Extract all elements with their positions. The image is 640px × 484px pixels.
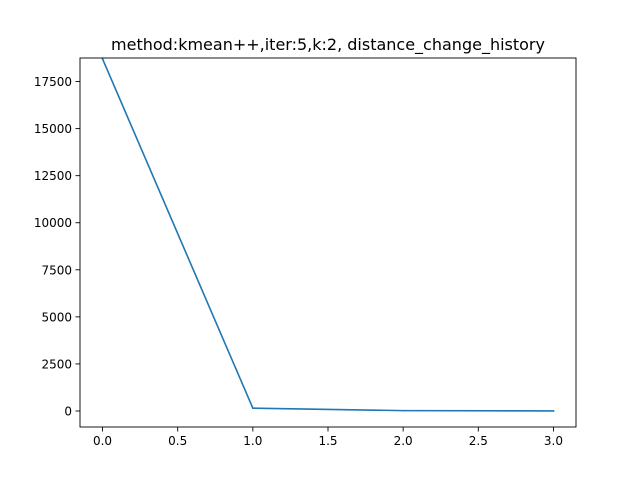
- x-tick-label: 0.5: [168, 434, 187, 448]
- data-point: [101, 58, 104, 60]
- plot-area: 0.0 0.5 1.0 1.5 2.0 2.5 3.0 0 2500 5000 7500 10000 1…: [34, 57, 577, 448]
- data-point: [402, 409, 404, 412]
- y-tick-label: 0: [64, 404, 72, 418]
- data-point: [552, 410, 555, 412]
- x-tick-label: 0.0: [93, 434, 112, 448]
- x-tick-label: 3.0: [544, 434, 563, 448]
- chart-title: method:kmean++,iter:5,k:2, distance_chan…: [111, 35, 545, 55]
- y-tick-label: 7500: [41, 263, 72, 277]
- series-line-0: [101, 57, 555, 412]
- y-tick-label: 5000: [41, 310, 72, 324]
- data-point: [252, 407, 254, 409]
- x-tick-label: 2.5: [469, 434, 488, 448]
- x-tick-label: 1.0: [243, 434, 262, 448]
- y-tick-label: 15000: [34, 122, 72, 136]
- x-tick-label: 2.0: [394, 434, 413, 448]
- x-tick-label: 1.5: [318, 434, 337, 448]
- axes-frame: [79, 57, 577, 428]
- y-tick-label: 12500: [34, 169, 72, 183]
- y-tick-label: 10000: [34, 216, 72, 230]
- y-tick-label: 2500: [41, 357, 72, 371]
- y-tick-label: 17500: [34, 75, 72, 89]
